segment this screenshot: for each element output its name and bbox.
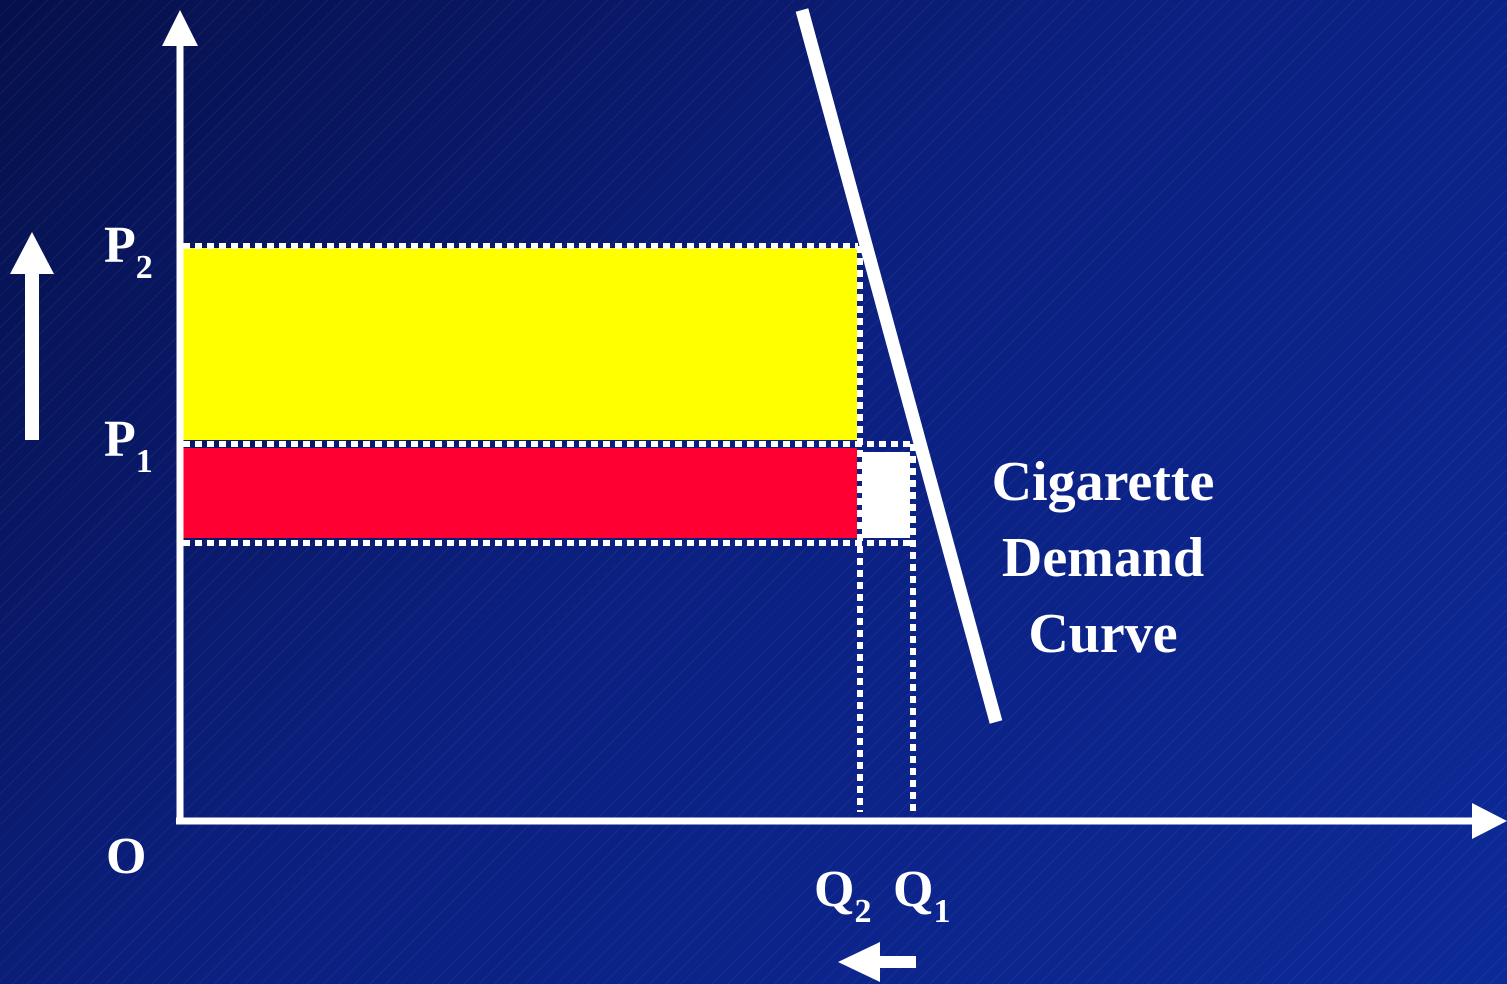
guide-lines [183,243,916,812]
curve-label-line-1: Cigarette [992,451,1215,513]
p2-label: P2 [104,217,153,286]
q1-label: Q1 [893,861,950,930]
quantity-decrease-arrow-icon [838,942,880,982]
producer-revenue-rect [183,448,857,538]
q2-label: Q2 [814,861,871,930]
curve-label-line-2: Demand [1002,527,1204,589]
x-axis-arrow [1472,803,1507,839]
lost-revenue-rect [862,452,910,538]
curve-label-line-3: Curve [1028,603,1177,665]
tax-revenue-rect [183,248,857,440]
demand-curve-label: Cigarette Demand Curve [992,451,1215,665]
price-increase-arrow-icon [10,232,54,274]
demand-curve [795,8,1003,724]
y-axis-arrow [162,10,198,46]
origin-label: O [106,828,146,885]
p1-label: P1 [104,411,153,480]
